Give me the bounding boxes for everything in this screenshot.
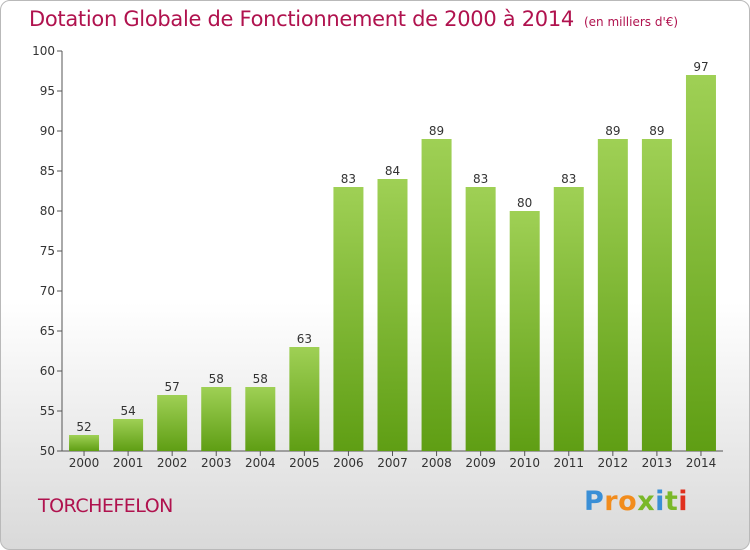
y-tick-label: 90	[40, 124, 55, 138]
x-tick-label: 2012	[598, 456, 629, 470]
bar-2001	[113, 419, 144, 451]
bar-2014	[685, 75, 716, 451]
logo-letter: t	[664, 486, 679, 517]
bar-2010	[509, 211, 540, 451]
x-tick-label: 2009	[465, 456, 496, 470]
logo-letter: i	[655, 486, 665, 517]
data-label: 97	[693, 60, 708, 74]
bar-2004	[245, 387, 276, 451]
y-tick-label: 80	[40, 204, 55, 218]
y-tick-label: 60	[40, 364, 55, 378]
proxiti-logo: Proxiti	[584, 486, 688, 517]
logo-letter: x	[637, 486, 656, 517]
x-tick-label: 2014	[686, 456, 717, 470]
y-tick-label: 55	[40, 404, 55, 418]
data-label: 52	[76, 420, 91, 434]
bar-2005	[289, 347, 320, 451]
commune-name: TORCHEFELON	[38, 495, 173, 517]
data-label: 83	[473, 172, 488, 186]
logo-letter: r	[604, 486, 619, 517]
bar-2000	[69, 435, 100, 451]
y-tick-label: 65	[40, 324, 55, 338]
bar-2007	[377, 179, 408, 451]
title-text: Dotation Globale de Fonctionnement de 20…	[29, 7, 574, 31]
x-tick-label: 2001	[113, 456, 144, 470]
bar-2003	[201, 387, 232, 451]
logo-letter: o	[618, 486, 638, 517]
data-label: 83	[561, 172, 576, 186]
data-label: 83	[341, 172, 356, 186]
bar-2013	[641, 139, 672, 451]
bar-2008	[421, 139, 452, 451]
x-tick-label: 2000	[69, 456, 100, 470]
x-tick-label: 2004	[245, 456, 276, 470]
x-tick-label: 2011	[553, 456, 584, 470]
y-tick-label: 95	[40, 84, 55, 98]
bar-2011	[553, 187, 584, 451]
x-tick-label: 2007	[377, 456, 408, 470]
data-label: 63	[297, 332, 312, 346]
data-label: 57	[165, 380, 180, 394]
y-tick-label: 70	[40, 284, 55, 298]
x-tick-label: 2013	[642, 456, 673, 470]
bar-2012	[597, 139, 628, 451]
y-tick-label: 100	[32, 44, 55, 58]
x-tick-label: 2008	[421, 456, 452, 470]
data-label: 89	[429, 124, 444, 138]
data-label: 58	[209, 372, 224, 386]
y-tick-label: 85	[40, 164, 55, 178]
x-tick-label: 2002	[157, 456, 188, 470]
y-tick-label: 75	[40, 244, 55, 258]
x-tick-label: 2003	[201, 456, 232, 470]
x-tick-label: 2010	[509, 456, 540, 470]
logo-letter: P	[584, 486, 605, 517]
x-tick-label: 2005	[289, 456, 320, 470]
bar-2006	[333, 187, 364, 451]
y-tick-label: 50	[40, 444, 55, 458]
data-label: 54	[120, 404, 135, 418]
data-label: 89	[649, 124, 664, 138]
chart-title: Dotation Globale de Fonctionnement de 20…	[29, 7, 678, 31]
data-label: 58	[253, 372, 268, 386]
data-label: 80	[517, 196, 532, 210]
bar-2002	[157, 395, 188, 451]
data-label: 89	[605, 124, 620, 138]
title-unit: (en milliers d'€)	[583, 15, 679, 29]
x-tick-label: 2006	[333, 456, 364, 470]
data-label: 84	[385, 164, 400, 178]
logo-letter: i	[678, 486, 689, 517]
bar-2009	[465, 187, 496, 451]
